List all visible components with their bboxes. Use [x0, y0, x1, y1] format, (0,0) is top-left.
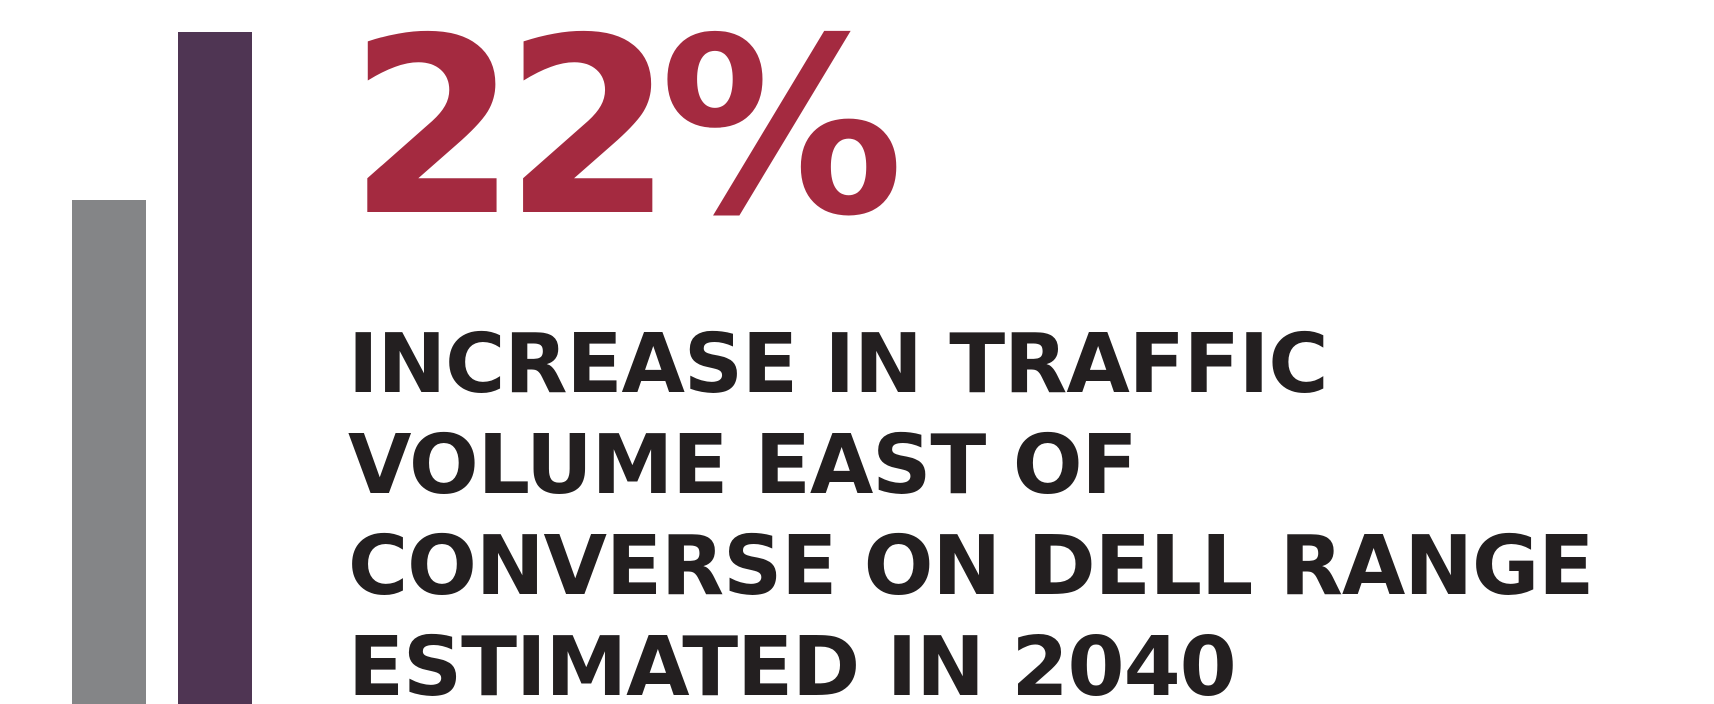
caption-line: VOLUME EAST OF	[348, 418, 1138, 513]
purple-decorative-bar	[178, 32, 252, 704]
caption-line: INCREASE IN TRAFFIC	[348, 317, 1329, 412]
caption-line: CONVERSE ON DELL RANGE	[348, 519, 1594, 614]
stat-caption: INCREASE IN TRAFFIC VOLUME EAST OF CONVE…	[348, 314, 1594, 704]
caption-line: ESTIMATED IN 2040	[348, 620, 1237, 704]
gray-decorative-bar	[72, 200, 146, 704]
stat-percentage: 22%	[348, 0, 904, 270]
